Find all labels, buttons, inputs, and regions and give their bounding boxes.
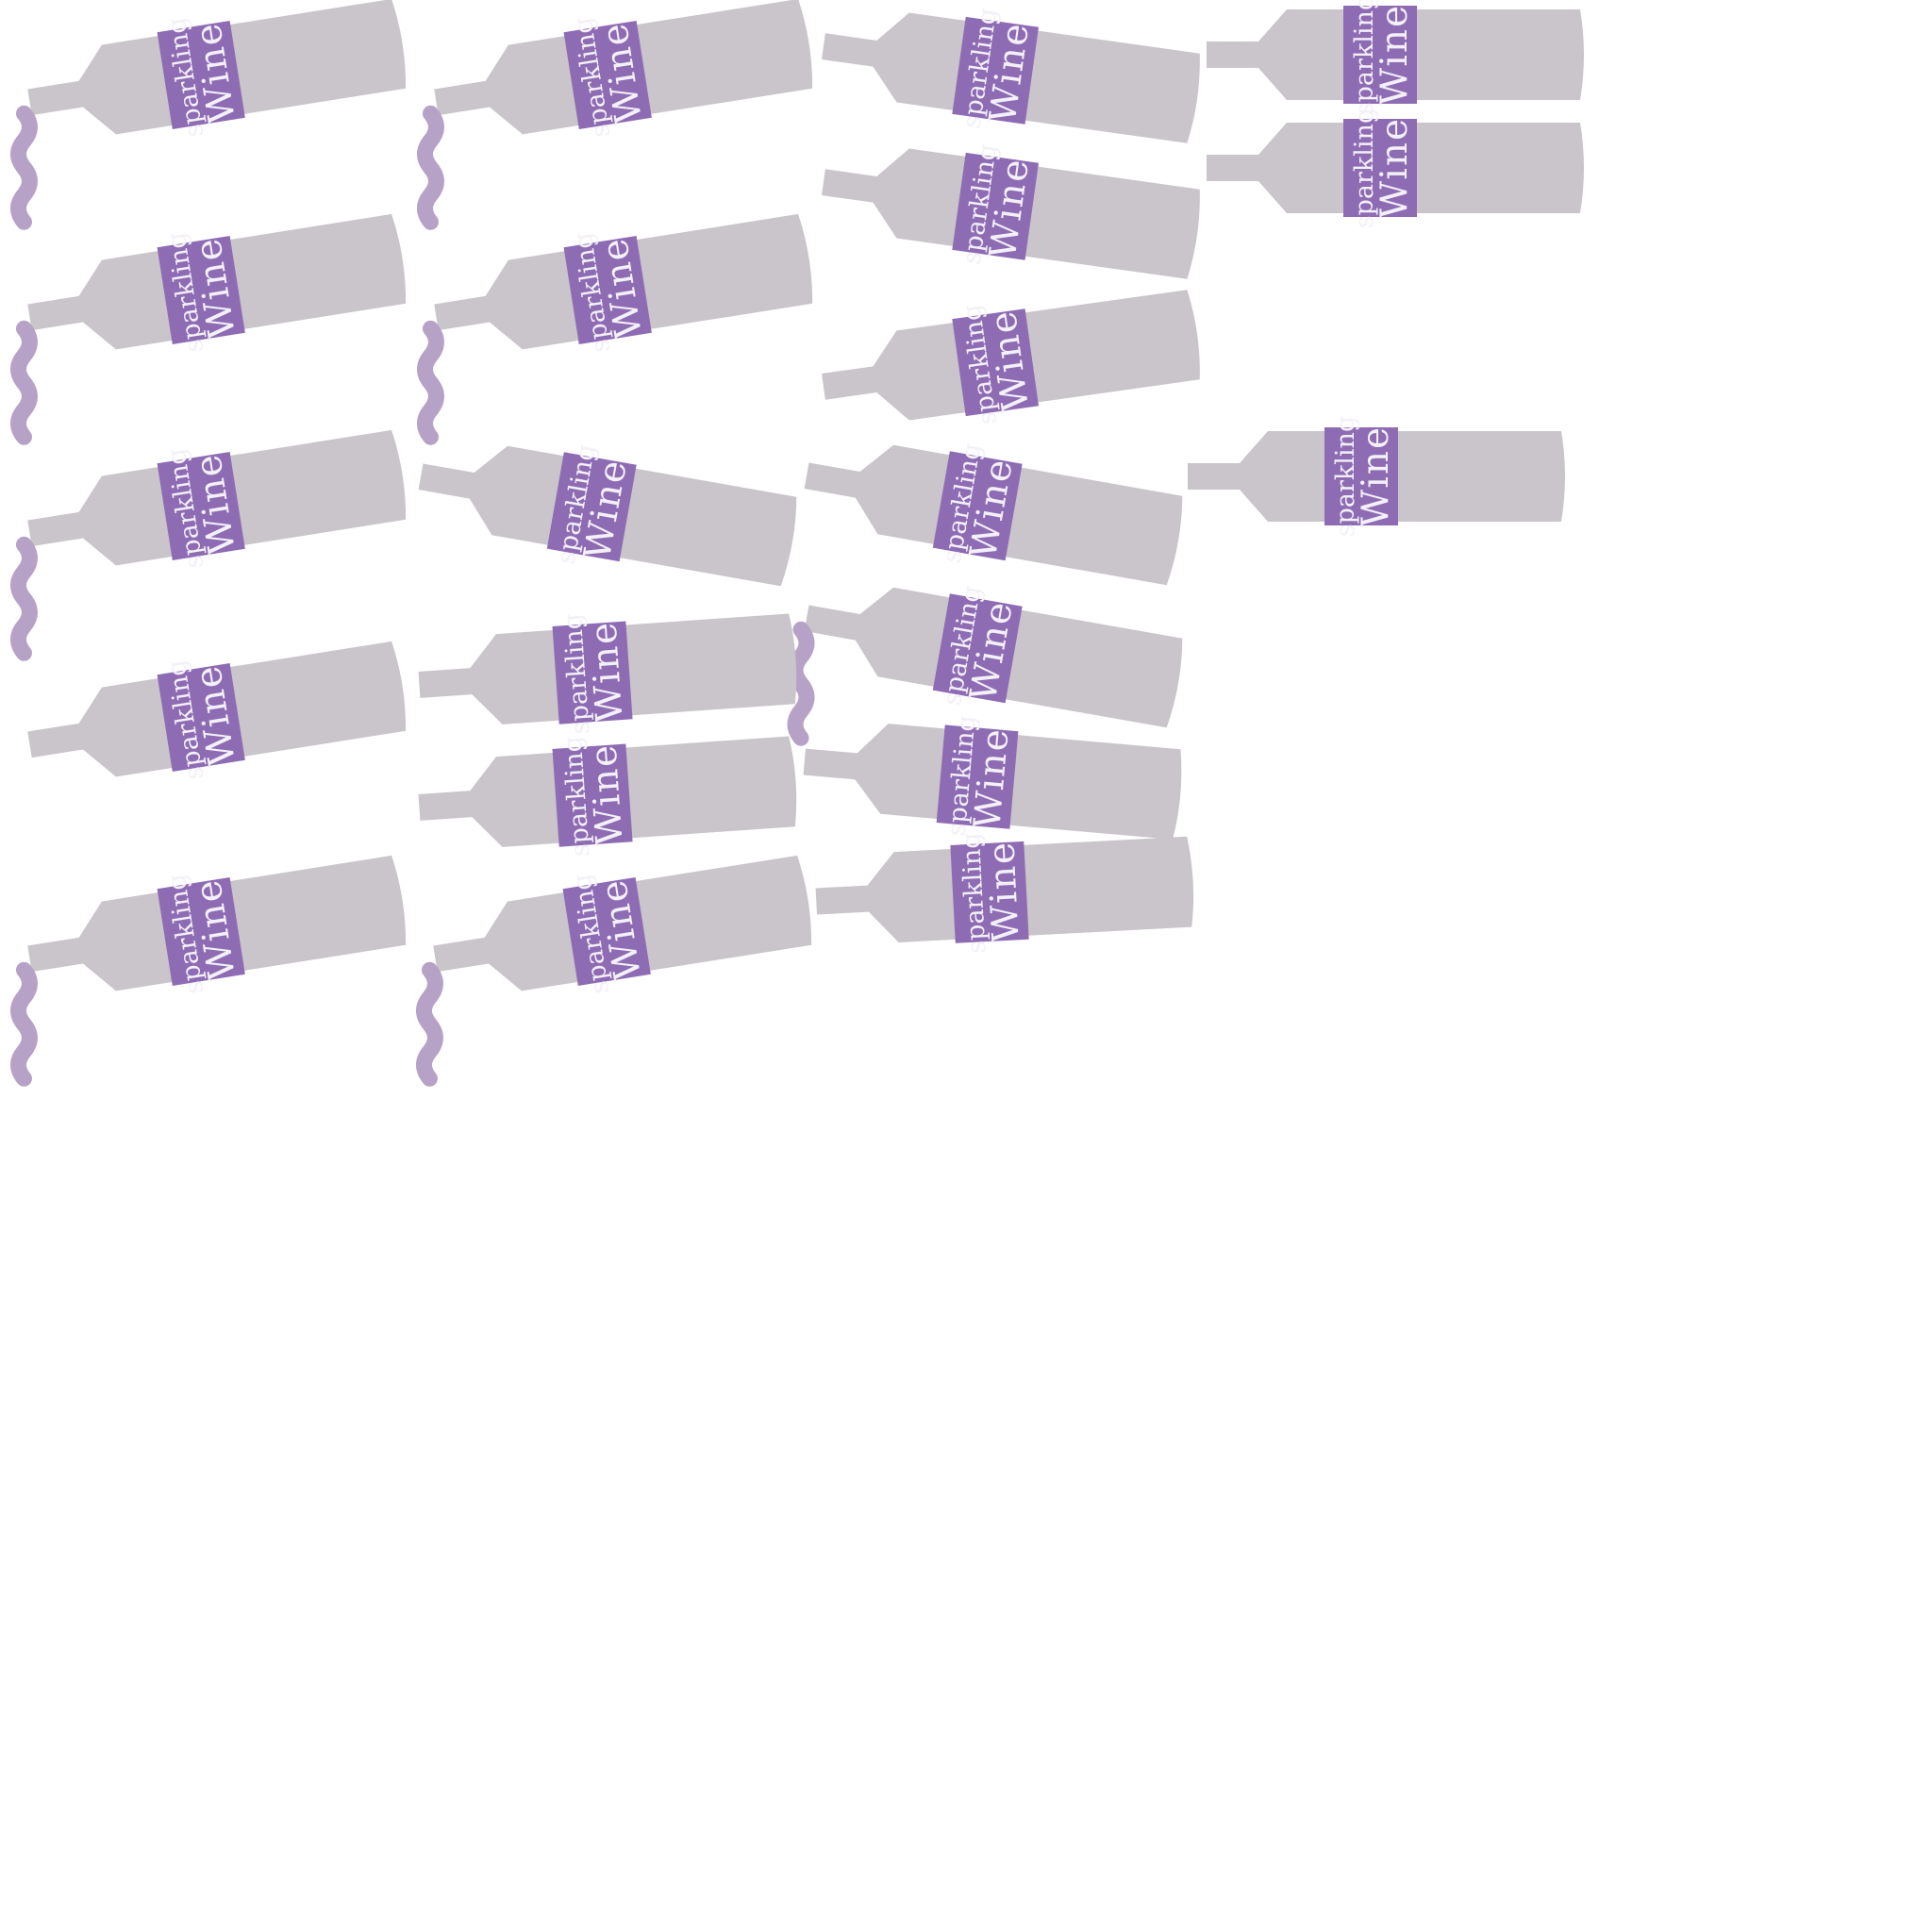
bottle-label [157,21,245,129]
bottle-label [562,877,651,986]
pour-stream [787,621,815,746]
bottle-label [1324,427,1398,525]
pour-stream [417,320,444,445]
label-text-wine: Wine [980,840,1028,943]
label-text-wine: Wine [1355,425,1397,527]
bottle-label [546,452,637,562]
bottle-label [952,308,1040,417]
bottle-label [932,451,1023,561]
bottle-label [936,724,1019,829]
label-text-sparkling: sparkling [1350,108,1379,228]
pour-stream [10,536,38,661]
label-text-wine: Wine [582,620,631,724]
bottle-label [563,236,652,344]
pour-stream [416,961,443,1087]
label-text-wine: Wine [1374,117,1416,219]
bottle-label [952,152,1040,260]
label-text-sparkling: sparkling [1350,0,1379,115]
bottle-label [157,236,245,344]
label-text-sparkling: sparkling [957,832,992,955]
bottle-label [952,16,1040,125]
pour-stream [10,105,38,230]
bottle-label [157,877,245,986]
pour-stream [10,961,38,1087]
bottle-label [157,663,245,772]
pour-stream [10,320,38,445]
bottle-label [157,452,245,560]
bottle-label [950,841,1029,943]
label-text-sparkling: sparkling [1331,416,1360,537]
bottle-label [932,593,1023,704]
bottle-label [563,21,652,129]
bottle-label [1343,119,1417,217]
bottle-label [552,743,633,847]
label-text-wine: Wine [966,725,1017,831]
bottle-label [1343,6,1417,104]
pour-stream [417,105,444,230]
label-text-wine: Wine [1374,4,1416,106]
bottle-label [552,621,633,724]
label-text-wine: Wine [582,742,631,847]
